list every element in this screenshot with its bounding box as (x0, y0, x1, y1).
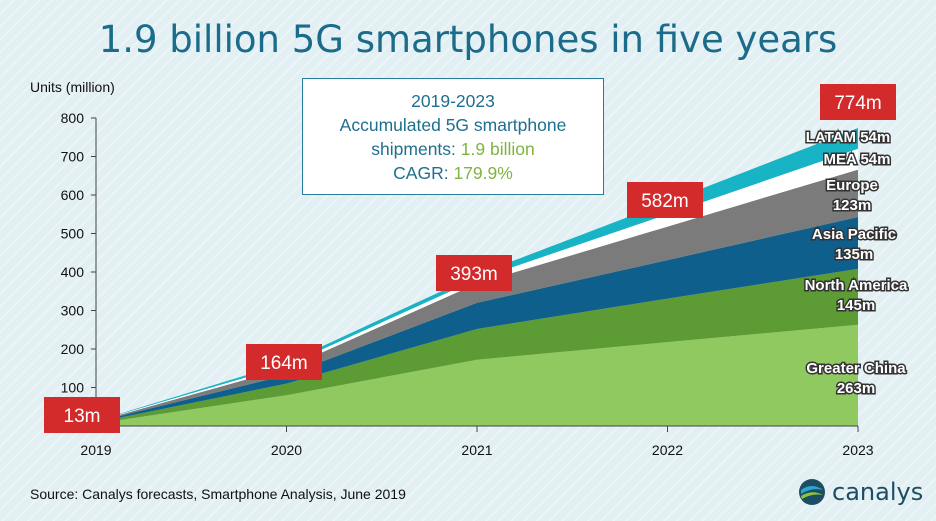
series-end-value: 123m (833, 197, 871, 214)
shipments-value: 1.9 billion (460, 139, 535, 159)
area-north-america (96, 268, 858, 424)
series-end-label: LATAM 54m (806, 129, 890, 146)
cagr-value: 179.9% (453, 163, 513, 183)
series-end-label: Greater China (806, 360, 906, 377)
logo-text: canalys (832, 478, 924, 506)
series-end-label: Asia Pacific (812, 226, 896, 243)
chart-title: 1.9 billion 5G smartphones in five years (98, 18, 838, 61)
summary-box: 2019-2023 Accumulated 5G smartphone ship… (302, 78, 604, 195)
summary-cagr: CAGR: 179.9% (393, 163, 513, 183)
summary-period: 2019-2023 (411, 91, 495, 111)
total-label: 164m (260, 353, 308, 374)
series-end-label: Europe (826, 177, 878, 194)
series-end-label: MEA 54m (824, 151, 891, 168)
source-note: Source: Canalys forecasts, Smartphone An… (30, 486, 406, 502)
x-tick-label: 2020 (271, 442, 302, 458)
total-label-box (246, 344, 322, 380)
series-end-label: North America (805, 277, 908, 294)
y-axis-label: Units (million) (30, 79, 115, 95)
x-tick-label: 2019 (80, 442, 111, 458)
x-tick-label: 2021 (461, 442, 492, 458)
total-label-box (627, 182, 703, 218)
y-tick-label: 800 (61, 110, 85, 126)
total-label: 582m (641, 191, 689, 212)
y-tick-label: 400 (61, 264, 85, 280)
summary-shipments: shipments: 1.9 billion (371, 139, 535, 159)
total-label-box (820, 84, 896, 120)
series-end-value: 145m (837, 297, 875, 314)
total-label-box (44, 397, 120, 433)
summary-heading: Accumulated 5G smartphone (339, 115, 567, 135)
total-label: 774m (834, 93, 882, 114)
area-europe (96, 169, 858, 422)
total-label: 13m (64, 406, 101, 427)
y-tick-label: 100 (61, 380, 85, 396)
y-tick-label: 200 (61, 341, 85, 357)
total-label-box (436, 255, 512, 291)
y-tick-label: 300 (61, 303, 85, 319)
total-label: 393m (450, 264, 498, 285)
y-tick-label: 600 (61, 187, 85, 203)
series-end-value: 263m (837, 380, 875, 397)
canalys-logo: canalys (798, 478, 923, 506)
y-tick-label: 700 (61, 149, 85, 165)
y-tick-label: 500 (61, 226, 85, 242)
x-tick-label: 2023 (842, 442, 873, 458)
logo-mark-icon (799, 479, 825, 505)
area-asia-pacific (96, 216, 858, 423)
area-greater-china (96, 324, 858, 426)
x-tick-label: 2022 (652, 442, 683, 458)
series-end-value: 135m (835, 246, 873, 263)
